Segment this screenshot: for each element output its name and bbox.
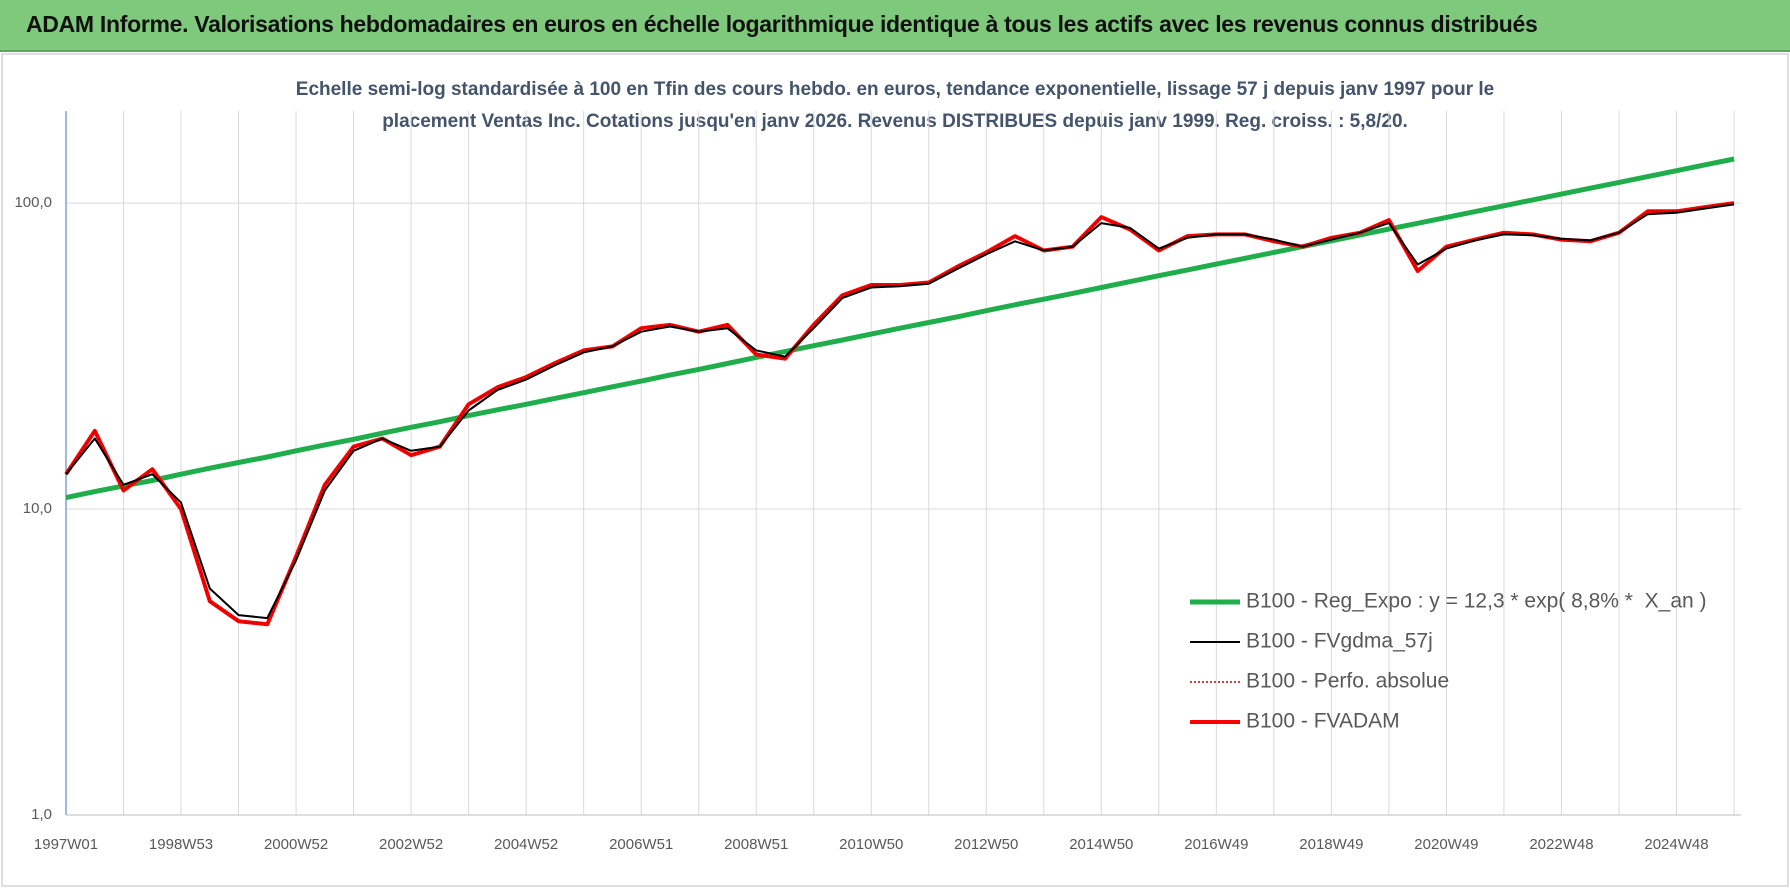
x-tick-label: 2010W50 [839,836,903,853]
x-tick-label: 2008W51 [724,836,788,853]
y-tick-label: 10,0 [23,500,52,517]
x-tick-label: 2002W52 [379,836,443,853]
chart-subtitle: placement Ventas Inc. Cotations jusqu'en… [382,111,1408,132]
chart-frame [1,53,1789,887]
legend-label: B100 - FVgdma_57j [1246,630,1433,653]
x-tick-label: 2004W52 [494,836,558,853]
x-tick-label: 2006W51 [609,836,673,853]
x-tick-label: 1998W53 [149,836,213,853]
chart: Echelle semi-log standardisée à 100 en T… [1,53,1789,887]
series-line [65,156,1735,501]
y-tick-label: 1,0 [31,806,52,823]
x-tick-label: 2020W49 [1414,836,1478,853]
title-bar: ADAM Informe. Valorisations hebdomadaire… [0,0,1790,52]
legend-label: B100 - Reg_Expo : y = 12,3 * exp( 8,8% *… [1246,590,1707,613]
series-line [65,203,1735,620]
x-tick-label: 2024W48 [1644,836,1708,853]
series-line [65,202,1735,626]
x-tick-label: 2022W48 [1529,836,1593,853]
legend-label: B100 - Perfo. absolue [1246,670,1449,693]
chart-title: ADAM Informe. Valorisations hebdomadaire… [26,11,1538,37]
y-tick-label: 100,0 [14,194,52,211]
x-tick-label: 2000W52 [264,836,328,853]
x-tick-label: 2018W49 [1299,836,1363,853]
x-tick-label: 2014W50 [1069,836,1133,853]
x-tick-label: 2016W49 [1184,836,1248,853]
chart-subtitle: Echelle semi-log standardisée à 100 en T… [296,79,1494,100]
legend-label: B100 - FVADAM [1246,710,1400,733]
x-tick-label: 1997W01 [34,836,98,853]
x-tick-label: 2012W50 [954,836,1018,853]
